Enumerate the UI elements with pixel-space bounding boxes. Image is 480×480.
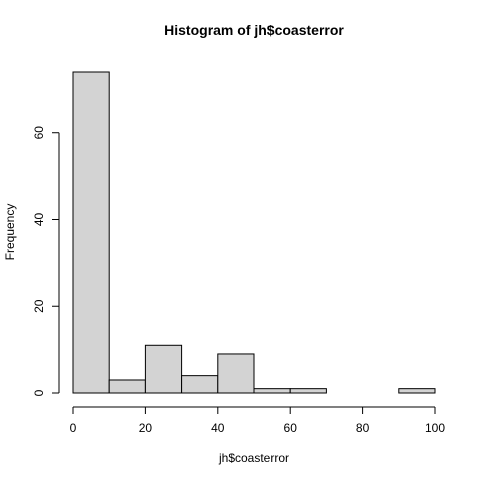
x-tick-label: 40 — [211, 421, 225, 435]
x-axis: 0 20 40 60 80 100 — [70, 406, 445, 435]
x-tick-label: 80 — [356, 421, 370, 435]
chart-title: Histogram of jh$coasterror — [164, 22, 344, 38]
histogram-bar — [289, 388, 327, 394]
x-tick-label: 100 — [425, 421, 445, 435]
y-tick-label: 60 — [32, 126, 46, 140]
y-tick-label: 40 — [32, 212, 46, 226]
histogram-bar — [72, 71, 110, 394]
bars-group — [72, 71, 436, 394]
histogram-bar — [217, 353, 255, 394]
y-axis-label: Frequency — [3, 204, 17, 261]
x-tick-label: 0 — [70, 421, 77, 435]
histogram-bar — [398, 388, 436, 394]
histogram-bar — [144, 344, 183, 394]
y-axis: 0 20 40 60 — [32, 126, 60, 396]
histogram-bar — [253, 388, 291, 394]
histogram-bar — [108, 379, 146, 394]
x-axis-label: jh$coasterror — [218, 451, 289, 465]
x-tick-label: 20 — [139, 421, 153, 435]
x-tick-label: 60 — [284, 421, 298, 435]
y-tick-label: 0 — [32, 389, 46, 396]
y-tick-label: 20 — [32, 299, 46, 313]
histogram-bar — [181, 375, 219, 394]
